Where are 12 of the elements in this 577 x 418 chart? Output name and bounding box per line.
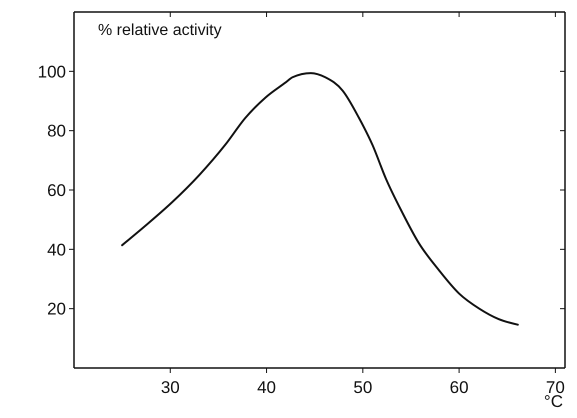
y-tick-label: 80 — [47, 122, 66, 141]
x-tick-label: 40 — [257, 378, 276, 398]
line-series — [121, 72, 519, 326]
y-tick-label: 40 — [47, 240, 66, 260]
y-tick-label: 100 — [38, 62, 66, 82]
y-tick-label: 60 — [47, 181, 66, 200]
y-axis-title: % relative activity — [98, 22, 222, 40]
x-axis-title: °C — [544, 392, 563, 412]
y-tick-label: 20 — [47, 300, 66, 319]
x-tick-label: 30 — [160, 378, 180, 398]
x-tick-label: 50 — [353, 378, 372, 398]
x-tick-label: 60 — [450, 378, 469, 398]
